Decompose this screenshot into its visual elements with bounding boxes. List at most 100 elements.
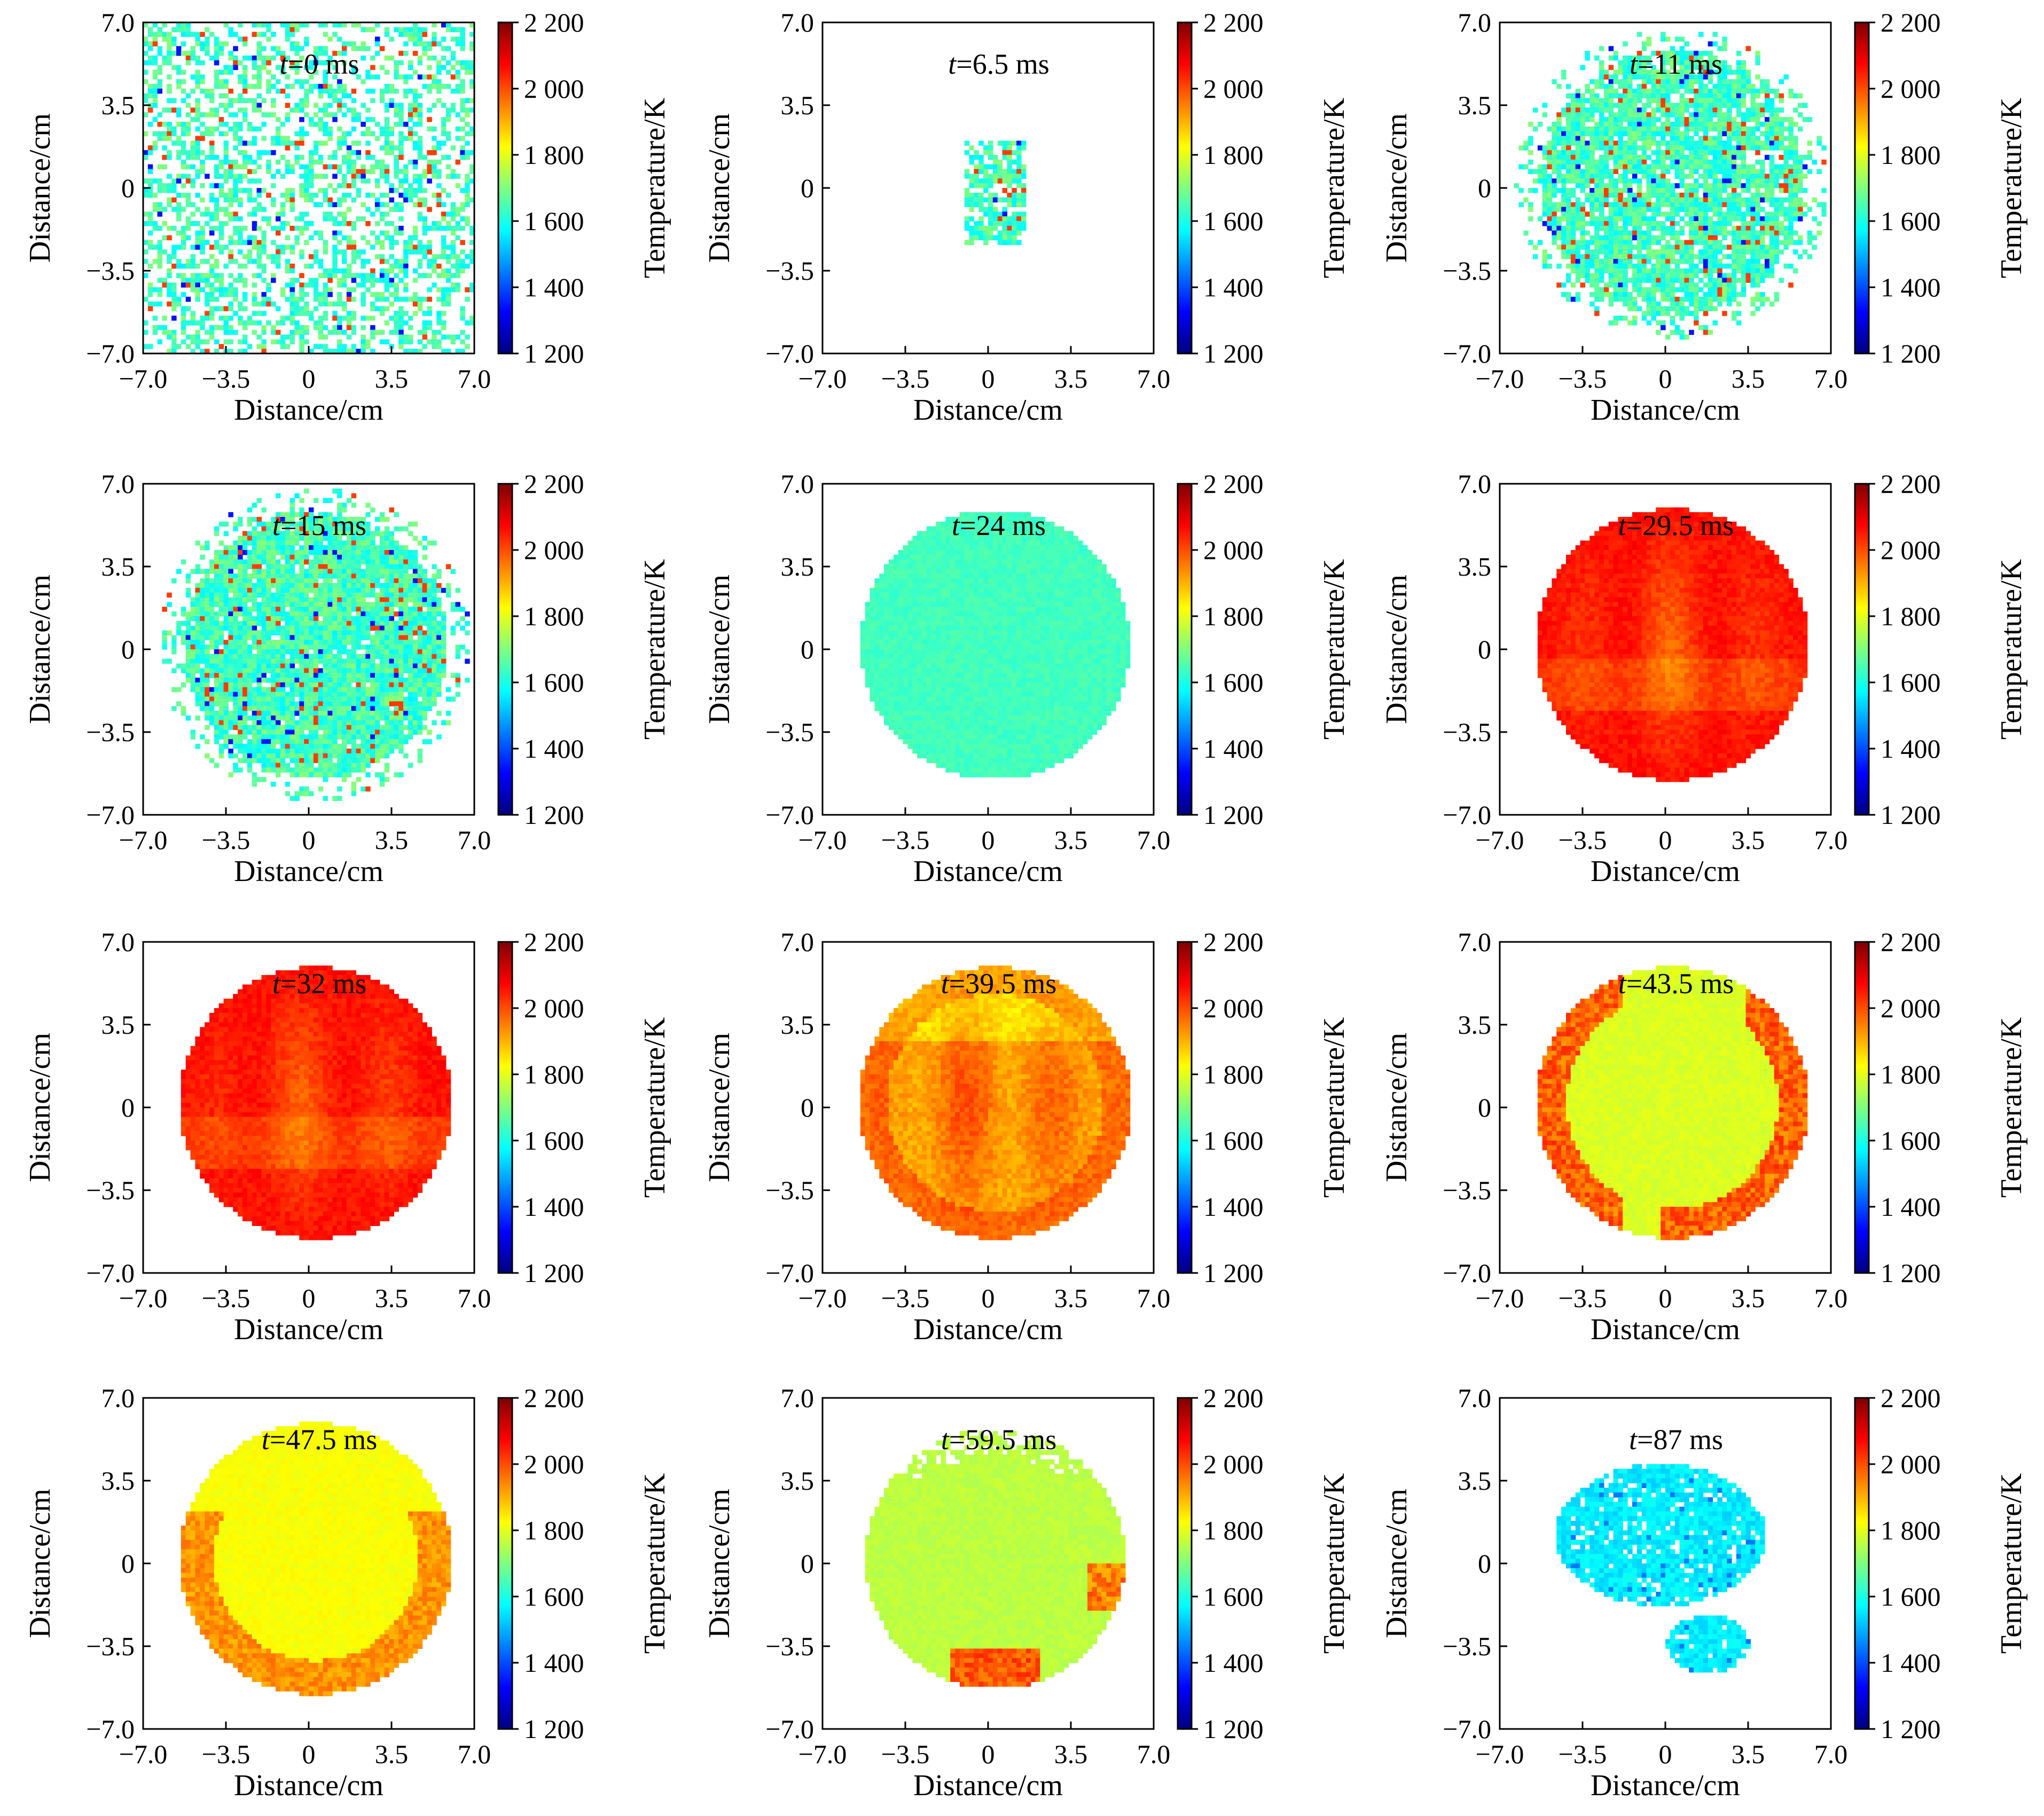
- y-tick-label: 0: [1478, 173, 1491, 203]
- heatmap-cells: [1538, 965, 1807, 1240]
- colorbar-tick-label: 1 200: [524, 1258, 584, 1288]
- x-tick-label: −3.5: [1559, 825, 1607, 855]
- colorbar-tick-label: 1 600: [524, 667, 584, 697]
- x-axis-label: Distance/cm: [913, 394, 1063, 427]
- colorbar-tick-label: 2 000: [1881, 535, 1941, 565]
- x-tick-label: 0: [1659, 364, 1672, 394]
- heatmap-cells: [860, 512, 1130, 777]
- x-axis-label: Distance/cm: [1591, 394, 1740, 427]
- x-axis-label: Distance/cm: [234, 394, 383, 427]
- y-axis-label: Distance/cm: [24, 1033, 57, 1182]
- x-tick-label: 7.0: [1137, 364, 1171, 394]
- colorbar-tick-label: 1 600: [1203, 667, 1264, 697]
- x-axis-label: Distance/cm: [234, 1769, 383, 1802]
- time-annotation: t=39.5 ms: [941, 968, 1057, 1000]
- x-tick-label: 3.5: [1732, 825, 1765, 855]
- colorbar-tick-label: 1 600: [524, 1126, 584, 1155]
- colorbar-tick-label: 1 600: [524, 206, 584, 236]
- time-annotation: t=0 ms: [280, 48, 359, 80]
- colorbar-tick-label: 1 200: [1881, 800, 1941, 830]
- colorbar-tick-label: 2 000: [1203, 993, 1264, 1023]
- colorbar-tick-label: 2 000: [1881, 74, 1941, 104]
- x-axis-label: Distance/cm: [1591, 1769, 1740, 1802]
- x-tick-label: 0: [1659, 1739, 1672, 1769]
- colorbar-tick-label: 1 600: [1881, 1126, 1941, 1155]
- colorbar-tick-label: 2 200: [1203, 927, 1264, 957]
- colorbar-tick-label: 1 800: [1203, 140, 1264, 170]
- colorbar-tick-label: 1 400: [1881, 734, 1941, 764]
- colorbar-tick-label: 2 000: [1881, 1449, 1941, 1479]
- x-axis-label: Distance/cm: [1591, 1313, 1740, 1346]
- y-tick-label: −3.5: [765, 256, 814, 286]
- x-tick-label: 3.5: [375, 364, 409, 394]
- y-tick-label: −7.0: [86, 1258, 135, 1288]
- colorbar-label: Temperature/K: [1318, 1017, 1351, 1198]
- colorbar-tick-label: 1 800: [524, 601, 584, 631]
- y-tick-label: −3.5: [86, 1175, 135, 1205]
- colorbar-tick-label: 2 200: [1203, 469, 1264, 499]
- y-tick-label: 3.5: [1458, 90, 1492, 120]
- y-tick-label: −3.5: [765, 1175, 814, 1205]
- colorbar-tick-label: 1 600: [1881, 206, 1941, 236]
- y-axis-label: Distance/cm: [24, 113, 57, 263]
- colorbar: [1178, 22, 1192, 353]
- colorbar-label: Temperature/K: [1318, 1473, 1351, 1654]
- colorbar: [498, 1398, 512, 1729]
- colorbar: [1855, 1398, 1869, 1729]
- y-tick-label: 0: [121, 173, 135, 203]
- x-tick-label: 3.5: [1732, 364, 1765, 394]
- x-axis-label: Distance/cm: [913, 1769, 1063, 1802]
- y-tick-label: 0: [801, 173, 814, 203]
- y-axis-label: Distance/cm: [1380, 113, 1413, 263]
- colorbar-tick-label: 1 600: [1881, 1582, 1941, 1611]
- x-axis-label: Distance/cm: [234, 855, 383, 888]
- colorbar-tick-label: 1 800: [1203, 1515, 1264, 1545]
- x-tick-label: −3.5: [202, 825, 250, 855]
- y-tick-label: 0: [121, 634, 135, 664]
- colorbar-tick-label: 2 200: [1881, 7, 1941, 37]
- x-tick-label: 3.5: [1054, 825, 1088, 855]
- time-annotation: t=15 ms: [272, 509, 366, 541]
- colorbar-label: Temperature/K: [1318, 559, 1351, 740]
- x-tick-label: 7.0: [1814, 1739, 1848, 1769]
- x-tick-label: 7.0: [1137, 1739, 1171, 1769]
- y-tick-label: 0: [1478, 1548, 1491, 1578]
- colorbar-tick-label: 1 200: [1203, 339, 1264, 368]
- colorbar: [498, 942, 512, 1273]
- colorbar: [1855, 22, 1869, 353]
- heatmap-panel: −7.07.0−3.53.5003.5−3.57.0−7.0Distance/c…: [1380, 7, 2028, 427]
- colorbar-tick-label: 2 200: [524, 927, 584, 957]
- y-tick-label: 0: [1478, 1092, 1491, 1122]
- colorbar-tick-label: 2 200: [524, 1383, 584, 1413]
- x-tick-label: −3.5: [881, 825, 930, 855]
- x-tick-label: 3.5: [1732, 1739, 1765, 1769]
- colorbar-tick-label: 1 400: [1881, 1648, 1941, 1678]
- colorbar-tick-label: 2 200: [1881, 927, 1941, 957]
- y-axis-label: Distance/cm: [703, 1033, 736, 1182]
- y-tick-label: −7.0: [1443, 1258, 1491, 1288]
- colorbar-tick-label: 1 600: [1203, 1126, 1264, 1155]
- colorbar-label: Temperature/K: [1995, 1473, 2028, 1654]
- colorbar-tick-label: 2 200: [1203, 1383, 1264, 1413]
- y-tick-label: 7.0: [1458, 1383, 1492, 1413]
- colorbar-label: Temperature/K: [638, 98, 671, 278]
- x-tick-label: 0: [982, 1283, 995, 1313]
- colorbar-tick-label: 1 200: [1203, 1258, 1264, 1288]
- colorbar-label: Temperature/K: [638, 1473, 671, 1654]
- y-tick-label: 3.5: [781, 552, 815, 581]
- time-annotation: t=24 ms: [952, 509, 1046, 541]
- x-tick-label: 0: [982, 825, 995, 855]
- heatmap-panel: −7.07.0−3.53.5003.5−3.57.0−7.0Distance/c…: [1380, 1383, 2028, 1802]
- y-tick-label: 7.0: [101, 1383, 135, 1413]
- colorbar-tick-label: 2 200: [1881, 1383, 1941, 1413]
- heatmap-cells: [865, 1431, 1126, 1687]
- y-axis-label: Distance/cm: [703, 575, 736, 724]
- colorbar-tick-label: 2 200: [524, 7, 584, 37]
- colorbar-tick-label: 2 000: [1881, 993, 1941, 1023]
- colorbar-tick-label: 1 400: [1203, 734, 1264, 764]
- colorbar-tick-label: 1 200: [524, 1714, 584, 1744]
- time-annotation: t=87 ms: [1629, 1424, 1723, 1456]
- x-tick-label: −3.5: [881, 1739, 930, 1769]
- y-tick-label: −7.0: [1443, 339, 1491, 368]
